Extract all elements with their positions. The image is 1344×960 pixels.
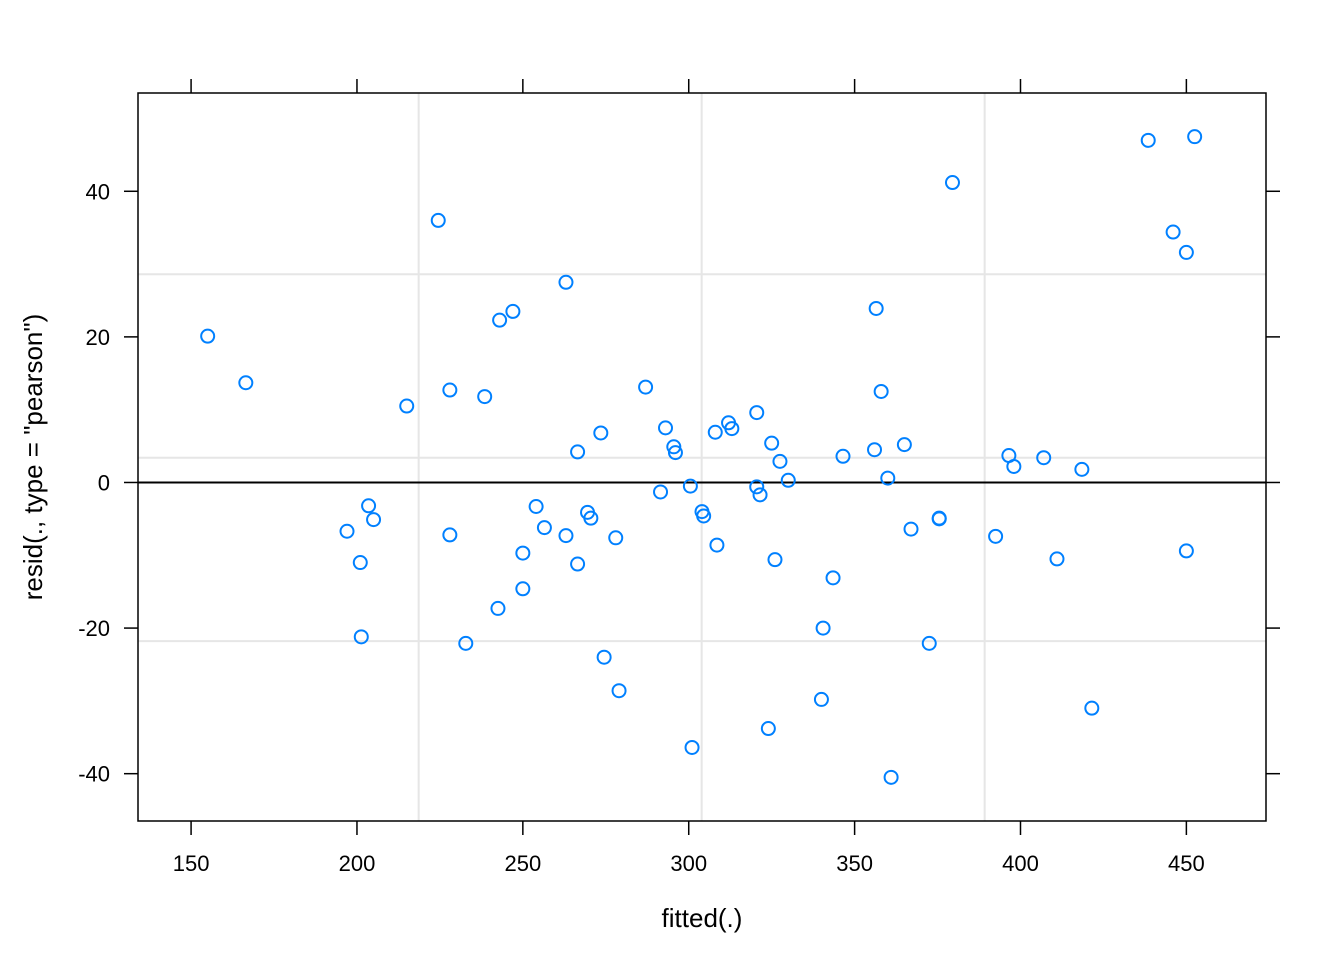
data-point xyxy=(749,405,765,421)
data-point xyxy=(707,424,723,440)
data-point xyxy=(458,635,474,651)
data-point xyxy=(724,421,740,437)
data-point xyxy=(528,499,544,515)
y-axis-label: resid(., type = "pearson") xyxy=(18,314,48,601)
data-point xyxy=(752,487,768,503)
data-point xyxy=(430,212,446,228)
data-point xyxy=(764,435,780,451)
data-point xyxy=(399,398,415,414)
data-point xyxy=(339,523,355,539)
data-point xyxy=(868,300,884,316)
data-point xyxy=(988,528,1004,544)
y-tick-label: 40 xyxy=(86,179,110,204)
data-point xyxy=(608,530,624,546)
data-point xyxy=(1049,551,1065,567)
data-point xyxy=(921,635,937,651)
x-tick-label: 350 xyxy=(836,851,873,876)
data-point xyxy=(515,545,531,561)
data-point xyxy=(825,570,841,586)
data-point xyxy=(570,556,586,572)
data-point xyxy=(896,437,912,453)
data-point xyxy=(611,683,627,699)
data-point xyxy=(361,498,377,514)
data-point xyxy=(583,510,599,526)
data-point xyxy=(696,508,712,524)
data-point xyxy=(1178,244,1194,260)
data-point xyxy=(570,444,586,460)
data-point xyxy=(1084,700,1100,716)
data-point xyxy=(596,649,612,665)
data-point xyxy=(200,328,216,344)
data-point xyxy=(477,389,493,405)
data-point xyxy=(653,484,669,500)
x-tick-label: 400 xyxy=(1002,851,1039,876)
data-point xyxy=(873,383,889,399)
x-tick-label: 150 xyxy=(173,851,210,876)
data-point xyxy=(558,528,574,544)
data-point xyxy=(760,721,776,737)
data-point xyxy=(903,521,919,537)
data-point xyxy=(667,445,683,461)
data-point xyxy=(442,382,458,398)
y-tick-label: 0 xyxy=(98,470,110,495)
data-point xyxy=(813,691,829,707)
data-point xyxy=(709,537,725,553)
data-point xyxy=(666,439,682,455)
data-point xyxy=(1036,450,1052,466)
data-point xyxy=(780,472,796,488)
data-point xyxy=(931,511,947,527)
data-point xyxy=(352,555,368,571)
data-point xyxy=(1165,224,1181,240)
data-point xyxy=(536,520,552,536)
plot-panel-border xyxy=(137,92,1267,822)
x-tick-label: 200 xyxy=(339,851,376,876)
data-point xyxy=(1178,543,1194,559)
axis-ticks: 150 200 250 300 350 400 450 -40 -20 0 20 40 xyxy=(78,79,1280,876)
data-point xyxy=(749,479,765,495)
data-point xyxy=(1140,132,1156,148)
data-point xyxy=(883,769,899,785)
data-point xyxy=(353,629,369,645)
data-point xyxy=(1187,129,1203,145)
data-point xyxy=(505,303,521,319)
data-point xyxy=(1074,461,1090,477)
data-point xyxy=(815,620,831,636)
data-point xyxy=(238,375,254,391)
x-axis-label: fitted(.) xyxy=(662,903,743,933)
data-point xyxy=(593,425,609,441)
data-point xyxy=(638,379,654,395)
data-point xyxy=(558,274,574,290)
y-tick-label: -20 xyxy=(78,616,110,641)
data-point xyxy=(944,175,960,191)
data-point xyxy=(867,442,883,458)
y-tick-label: 20 xyxy=(86,325,110,350)
data-point xyxy=(835,448,851,464)
data-point xyxy=(515,581,531,597)
data-point xyxy=(366,512,382,528)
data-point xyxy=(442,527,458,543)
data-point xyxy=(658,420,674,436)
y-tick-label: -40 xyxy=(78,762,110,787)
data-point xyxy=(1006,458,1022,474)
data-point xyxy=(684,739,700,755)
gridlines xyxy=(138,93,1266,821)
data-point xyxy=(772,453,788,469)
x-tick-label: 250 xyxy=(504,851,541,876)
data-point xyxy=(880,470,896,486)
data-point xyxy=(682,478,698,494)
data-point xyxy=(767,552,783,568)
data-point xyxy=(492,312,508,328)
x-tick-label: 450 xyxy=(1168,851,1205,876)
x-tick-label: 300 xyxy=(670,851,707,876)
data-points xyxy=(200,129,1203,785)
data-point xyxy=(490,600,506,616)
